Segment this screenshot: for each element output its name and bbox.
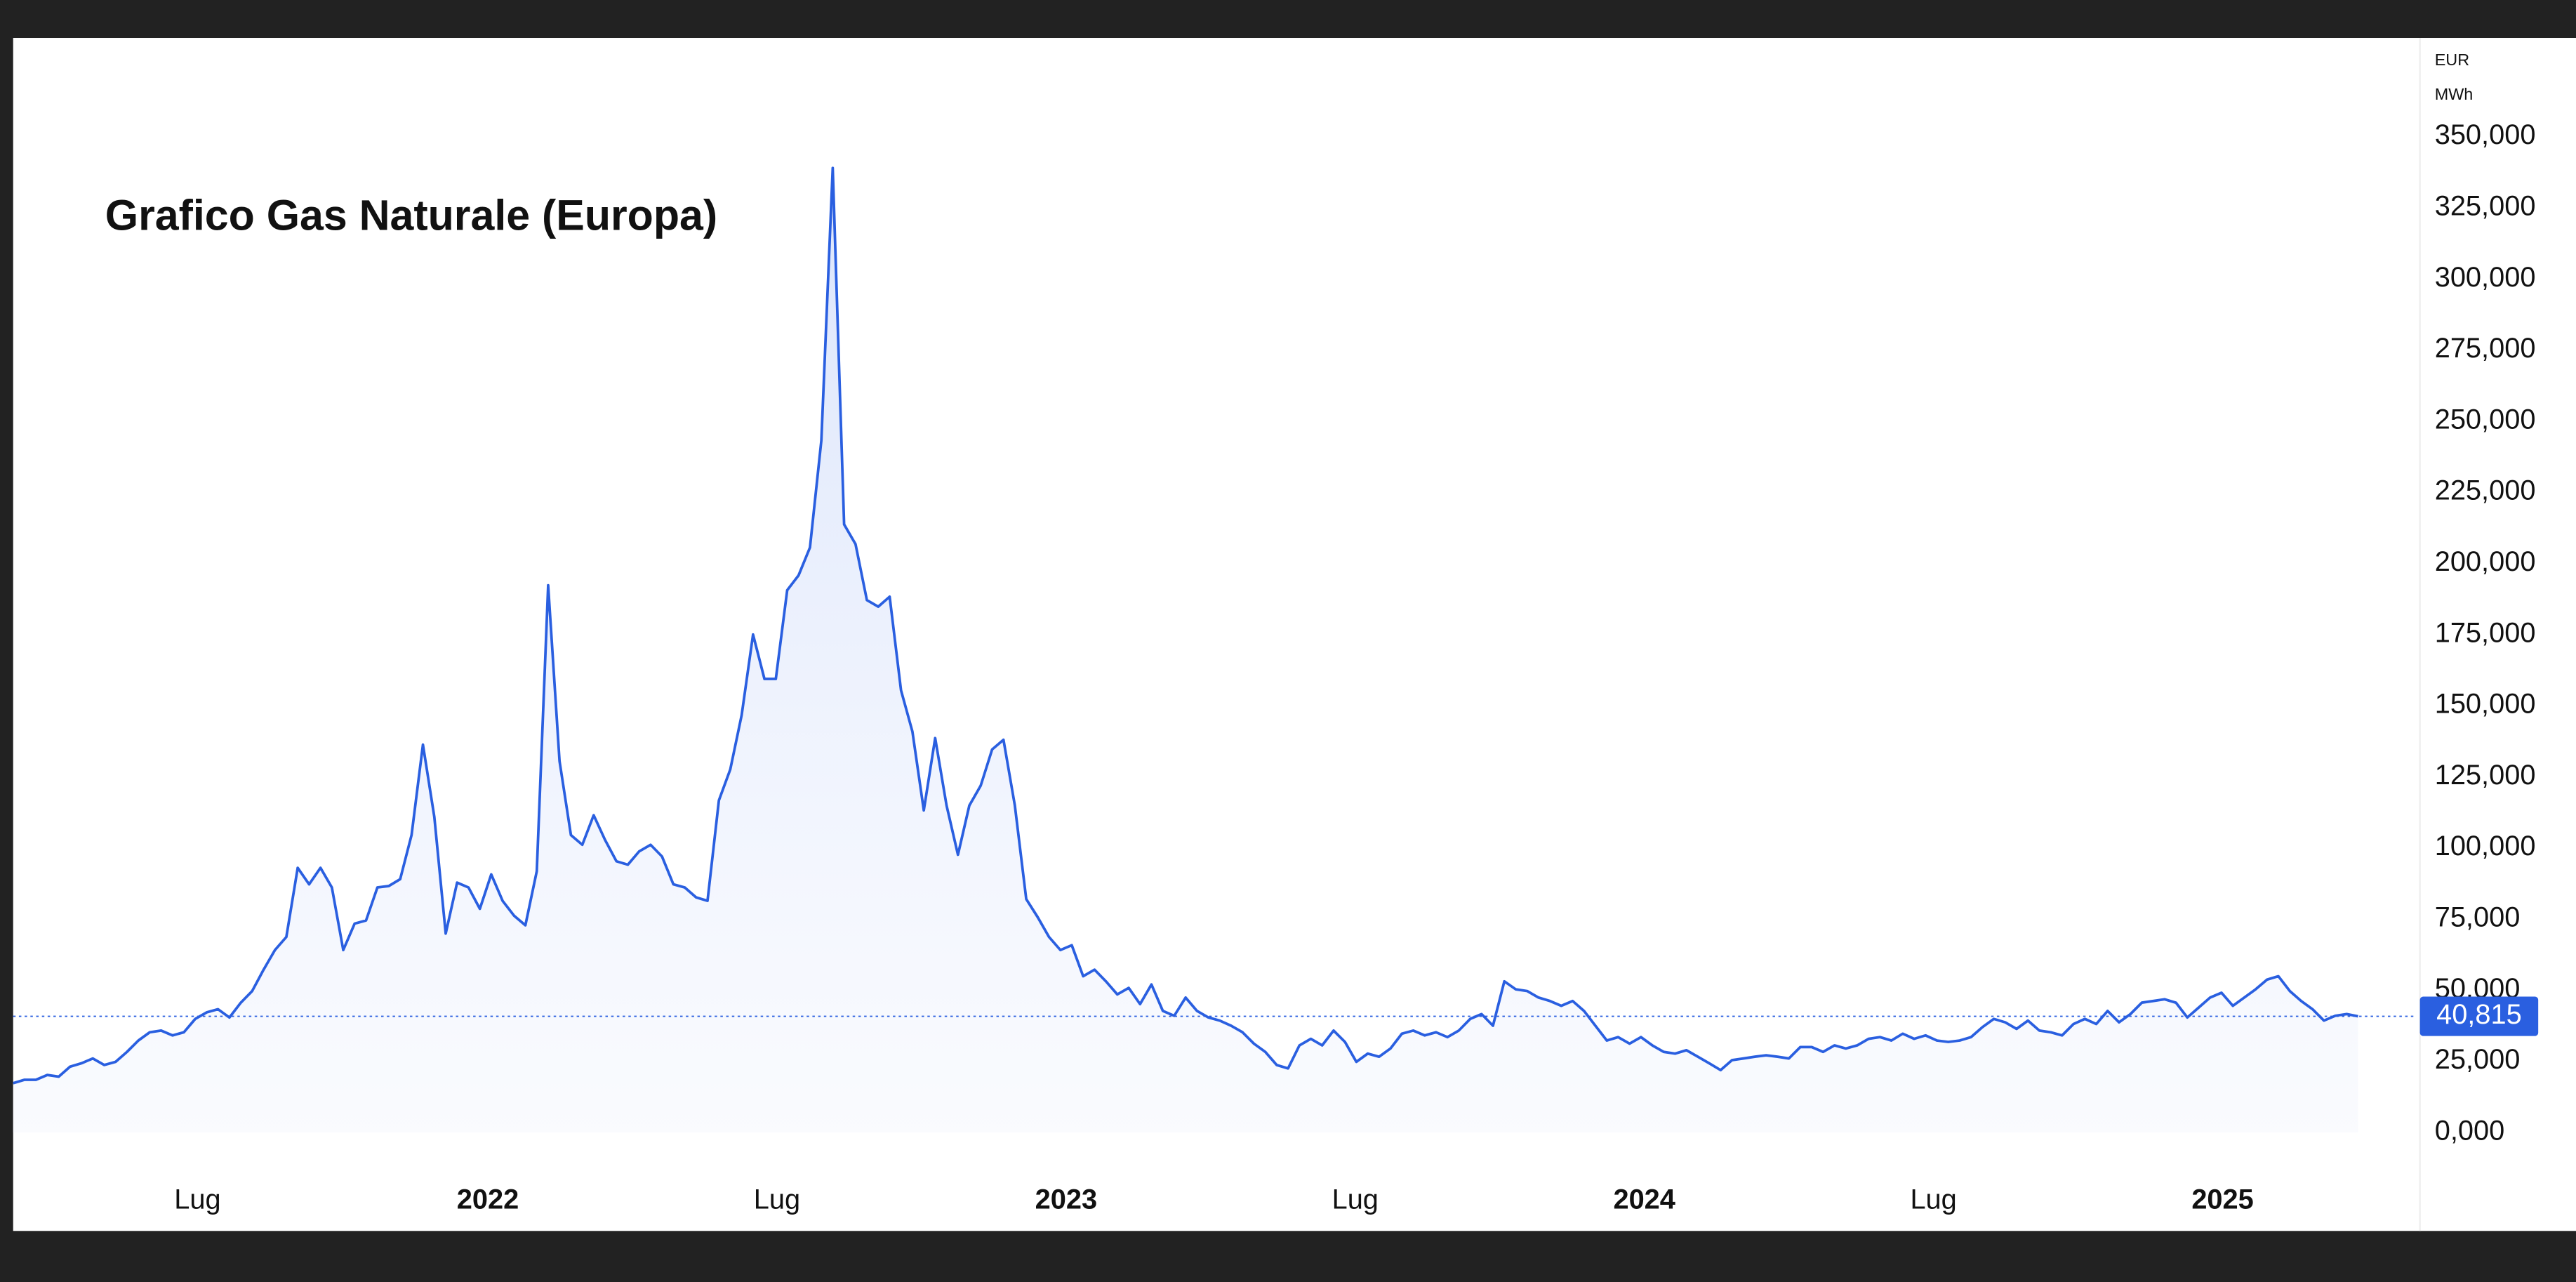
last-value-label: 40,815 — [2436, 999, 2522, 1030]
y-tick-label: 100,000 — [2435, 831, 2536, 861]
x-tick-label: Lug — [1332, 1184, 1379, 1215]
y-tick-label: 25,000 — [2435, 1044, 2521, 1075]
y-tick-label: 175,000 — [2435, 617, 2536, 648]
last-value-box — [2419, 996, 2539, 1036]
x-tick-label: Lug — [174, 1184, 220, 1215]
line — [13, 166, 2358, 1085]
x-tick-label: 2023 — [1035, 1184, 1097, 1215]
x-tick-label: Lug — [754, 1184, 800, 1215]
y-tick-label: 200,000 — [2435, 546, 2536, 577]
y-tick-label: 325,000 — [2435, 190, 2536, 221]
y-tick-label: 75,000 — [2435, 902, 2521, 933]
x-tick-label: 2022 — [457, 1184, 519, 1215]
y-tick-label: 0,000 — [2435, 1115, 2505, 1146]
y-tick-label: 275,000 — [2435, 333, 2536, 364]
unit-label: EUR — [2435, 51, 2469, 69]
y-tick-label: 350,000 — [2435, 119, 2536, 150]
area — [13, 168, 2358, 1132]
y-tick-label: 125,000 — [2435, 760, 2536, 791]
y-tick-label: 300,000 — [2435, 262, 2536, 293]
y-tick-label: 250,000 — [2435, 404, 2536, 435]
x-tick-label: 2024 — [1613, 1184, 1675, 1215]
chart-title: Grafico Gas Naturale (Europa) — [105, 192, 717, 239]
y-tick-label: 150,000 — [2435, 689, 2536, 720]
unit-label: MWh — [2435, 85, 2474, 103]
x-tick-label: 2025 — [2191, 1184, 2253, 1215]
x-tick-label: Lug — [1910, 1184, 1956, 1215]
y-tick-label: 225,000 — [2435, 475, 2536, 506]
